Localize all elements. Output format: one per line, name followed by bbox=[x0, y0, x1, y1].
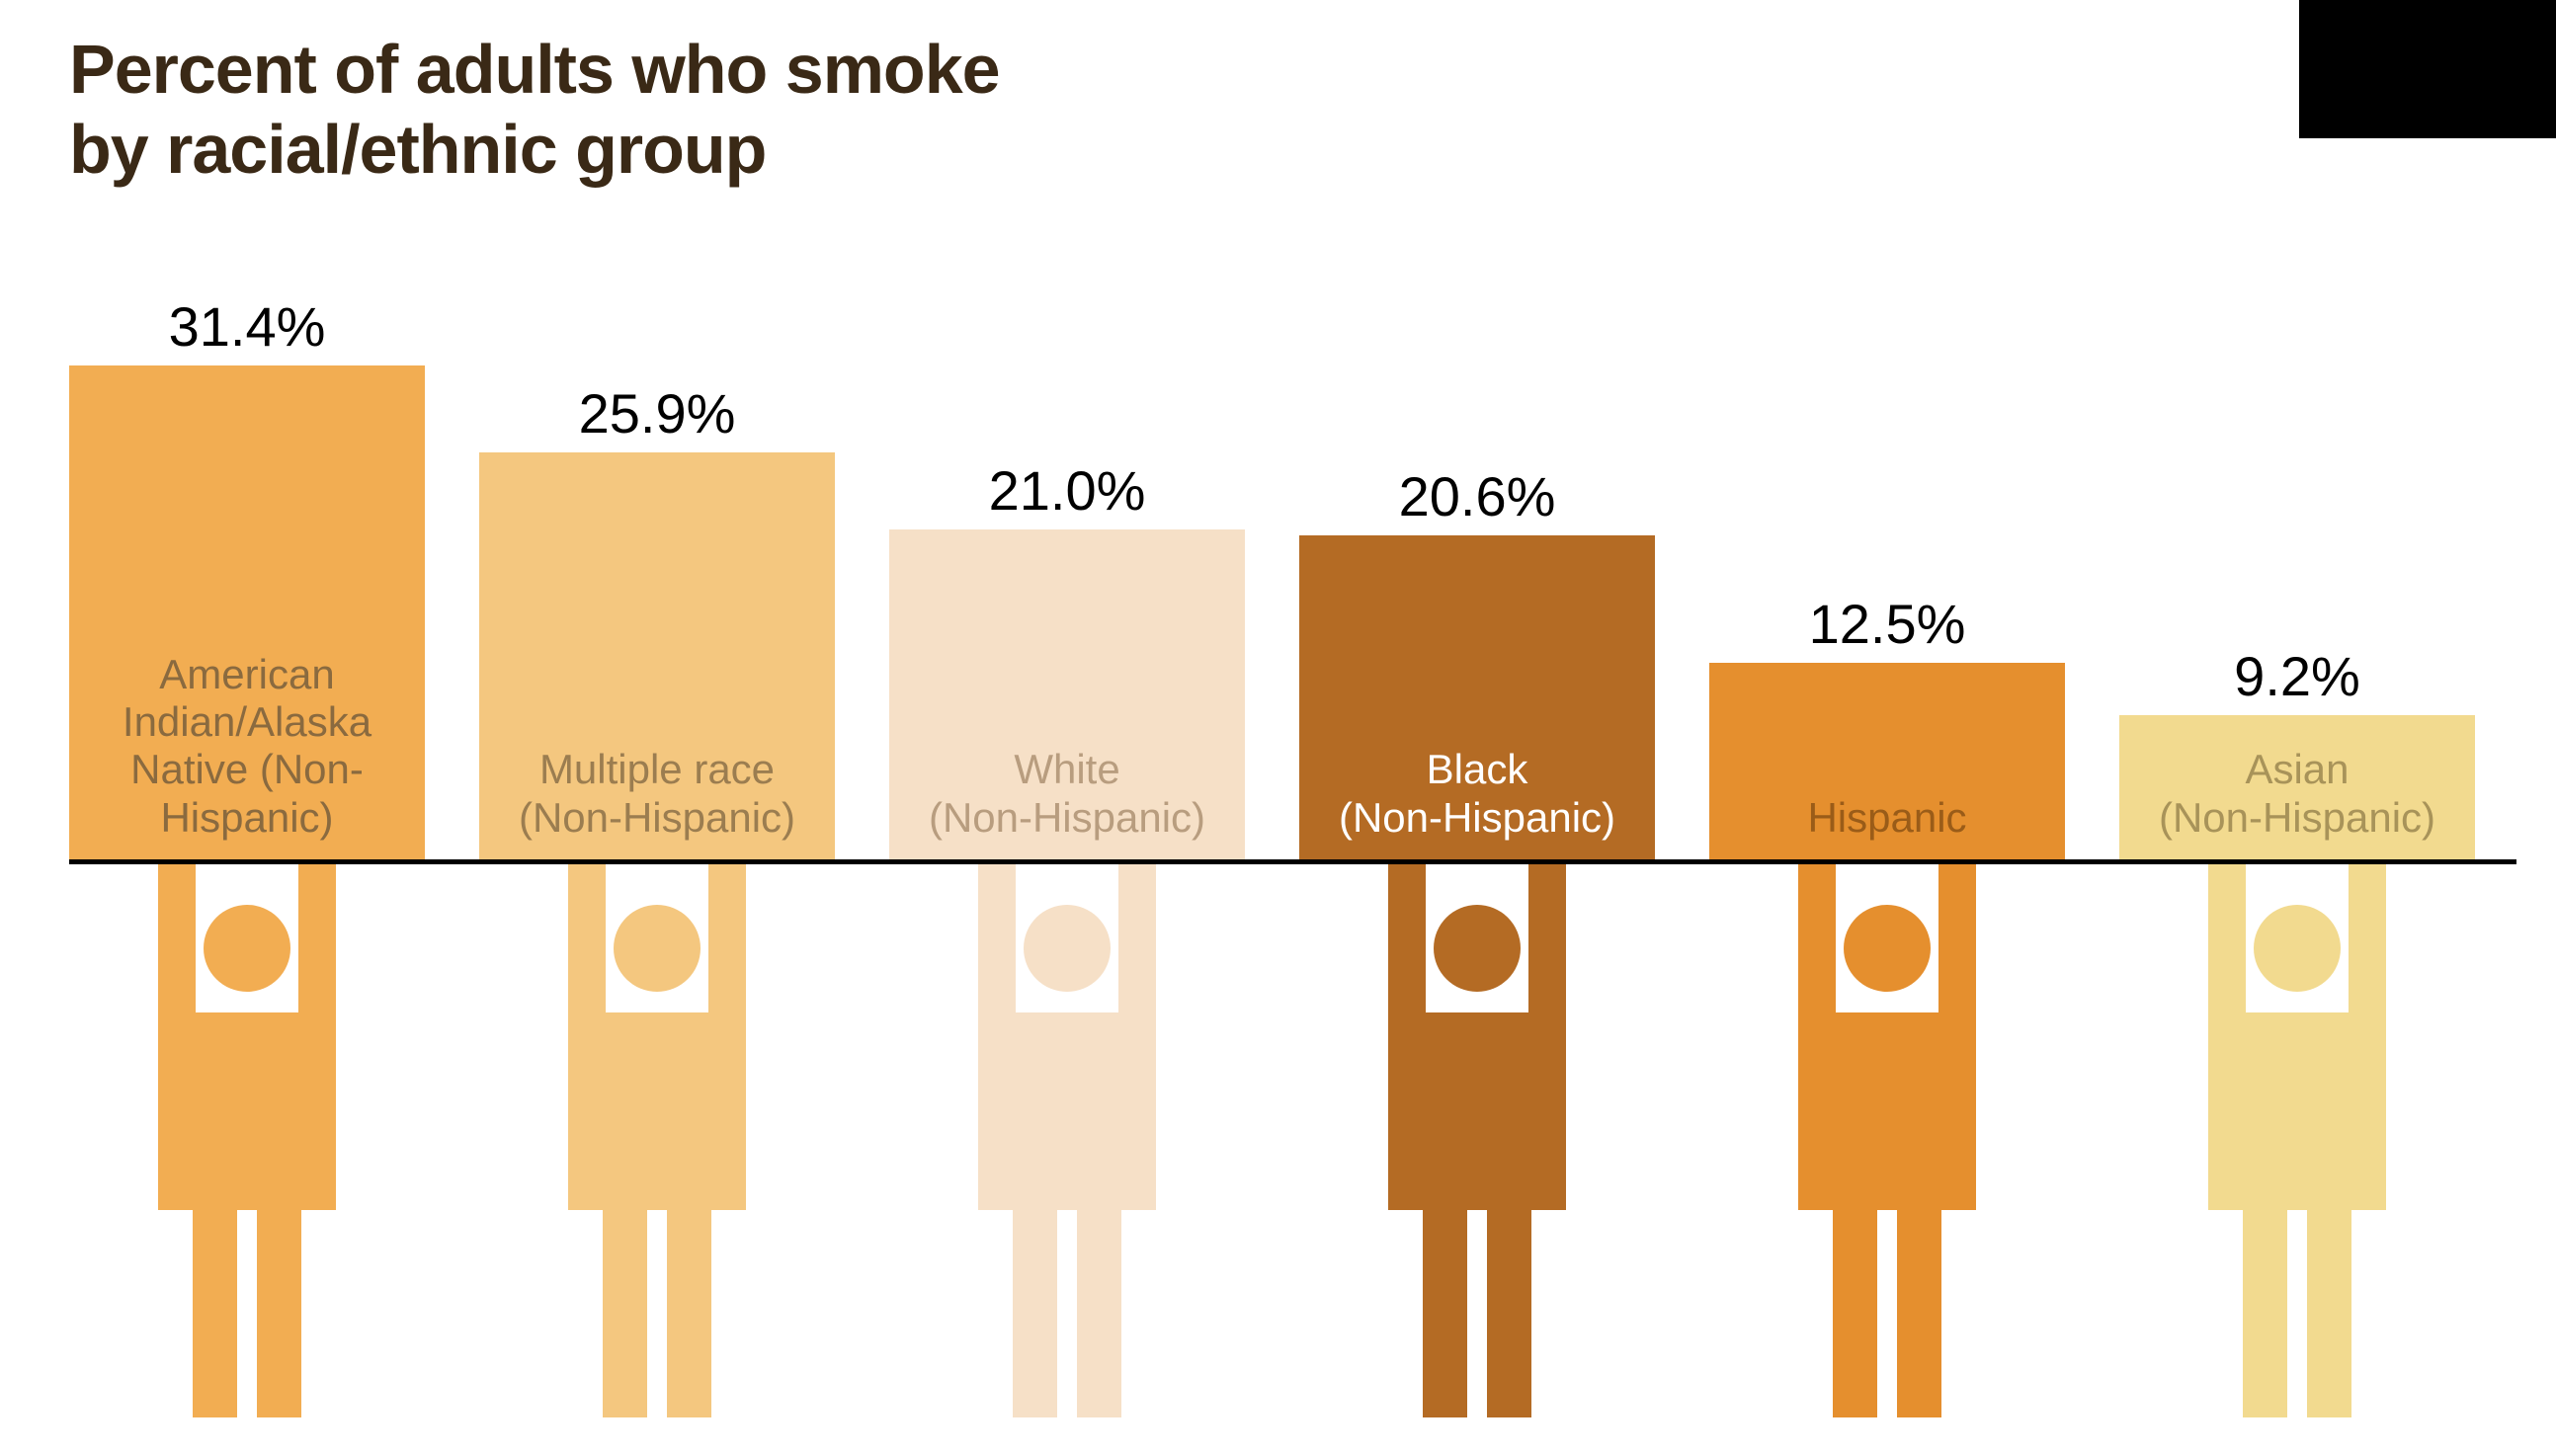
corner-black-box bbox=[2299, 0, 2556, 138]
person-icon bbox=[558, 864, 756, 1422]
bar-value-label: 9.2% bbox=[2119, 644, 2475, 708]
bar-category-label: American Indian/Alaska Native (Non-Hispa… bbox=[87, 651, 407, 842]
bar-value-label: 25.9% bbox=[479, 381, 835, 445]
person-icon bbox=[1378, 864, 1576, 1422]
chart-title: Percent of adults who smokeby racial/eth… bbox=[69, 30, 1000, 189]
bar: Multiple race (Non-Hispanic) bbox=[479, 452, 835, 859]
bar-category-label: White(Non-Hispanic) bbox=[929, 746, 1205, 842]
bar: Hispanic bbox=[1709, 663, 2065, 859]
bar: American Indian/Alaska Native (Non-Hispa… bbox=[69, 365, 425, 859]
bar-category-label: Hispanic bbox=[1807, 794, 1966, 842]
bar-category-label: Asian(Non-Hispanic) bbox=[2159, 746, 2435, 842]
person-icon bbox=[2198, 864, 2396, 1422]
person-icon bbox=[1788, 864, 1986, 1422]
bar: Asian(Non-Hispanic) bbox=[2119, 715, 2475, 859]
bar: Black(Non-Hispanic) bbox=[1299, 535, 1655, 859]
person-icon bbox=[148, 864, 346, 1422]
bar-value-label: 12.5% bbox=[1709, 592, 2065, 656]
bar: White(Non-Hispanic) bbox=[889, 529, 1245, 859]
chart-baseline bbox=[69, 859, 2516, 864]
bar-value-label: 20.6% bbox=[1299, 464, 1655, 528]
bar-category-label: Black(Non-Hispanic) bbox=[1339, 746, 1615, 842]
chart-area: 31.4% American Indian/Alaska Native (Non-… bbox=[69, 277, 2516, 1456]
bar-value-label: 31.4% bbox=[69, 294, 425, 359]
bar-value-label: 21.0% bbox=[889, 458, 1245, 523]
person-icon bbox=[968, 864, 1166, 1422]
bar-category-label: Multiple race (Non-Hispanic) bbox=[497, 746, 817, 842]
